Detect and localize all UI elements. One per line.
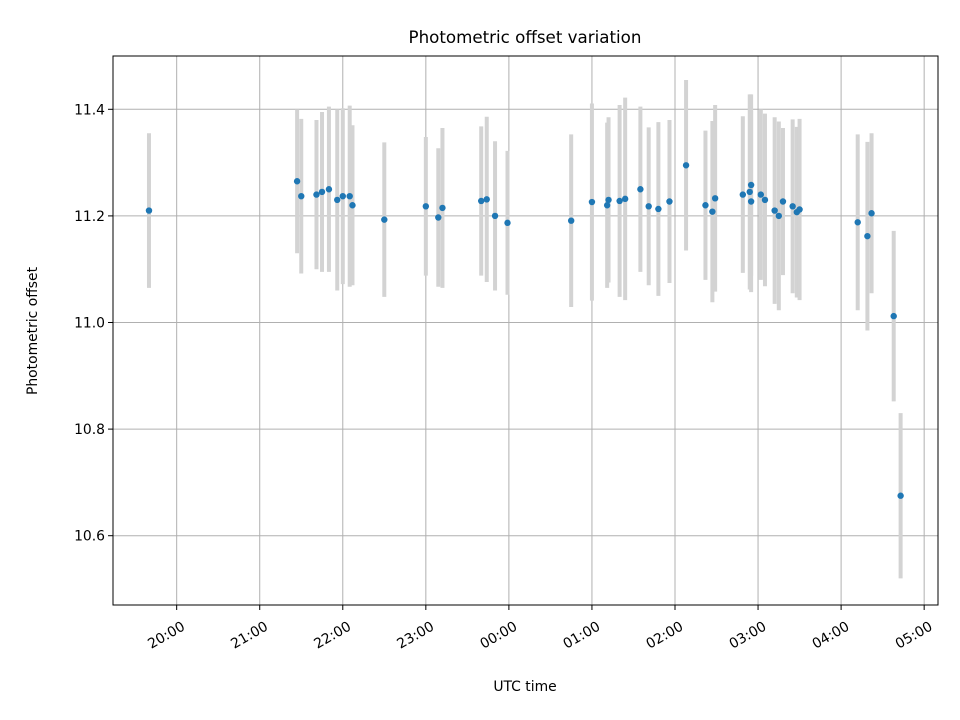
data-point (346, 192, 353, 200)
data-point (854, 219, 861, 226)
data-point (864, 232, 871, 240)
data-point (796, 206, 803, 213)
data-point (711, 195, 719, 202)
data-point (747, 181, 755, 189)
data-point (897, 492, 904, 499)
y-tick-label: 10.8 (74, 422, 105, 438)
data-point (739, 191, 747, 198)
x-axis-label: UTC time (493, 679, 556, 695)
data-point (605, 196, 612, 204)
data-point (567, 217, 575, 224)
data-point (637, 186, 644, 193)
data-point (339, 192, 346, 200)
data-point (325, 186, 333, 193)
data-point (603, 202, 611, 209)
data-point (746, 188, 753, 196)
y-tick-label: 11.4 (74, 102, 105, 118)
data-point (422, 203, 430, 210)
data-point (747, 198, 755, 205)
data-point (293, 178, 301, 185)
data-point (682, 162, 690, 169)
data-point (381, 216, 388, 223)
data-point (868, 210, 875, 217)
data-point (439, 204, 446, 212)
data-point (616, 197, 623, 205)
data-point (349, 202, 356, 209)
data-point (645, 203, 652, 210)
y-axis-ticks: 10.6 10.8 11.0 11.2 11.4 (74, 102, 113, 545)
data-point (483, 196, 490, 203)
data-point (298, 192, 305, 200)
data-point (761, 196, 769, 204)
y-tick-label: 10.6 (74, 529, 105, 545)
data-point (313, 191, 320, 198)
data-point (318, 188, 326, 196)
data-point (504, 219, 511, 227)
data-point (775, 212, 783, 220)
data-point (334, 196, 341, 204)
data-point (666, 198, 673, 205)
plot-frame (112, 55, 939, 606)
y-axis-label: Photometric offset (25, 266, 41, 395)
data-point (702, 202, 709, 209)
data-point (709, 208, 716, 215)
data-point (789, 203, 796, 210)
y-tick-label: 11.2 (74, 209, 105, 225)
data-point (757, 191, 765, 198)
data-point (771, 207, 778, 214)
data-point (655, 205, 662, 213)
y-tick-label: 11.0 (74, 316, 105, 332)
data-point (435, 214, 442, 221)
data-point (621, 195, 629, 203)
data-point (890, 312, 897, 320)
data-points (145, 162, 904, 499)
data-point (491, 212, 499, 220)
data-point (478, 197, 485, 205)
chart-title: Photometric offset variation (409, 27, 642, 47)
data-point (145, 207, 153, 214)
data-point (588, 198, 596, 206)
data-point (779, 198, 787, 205)
